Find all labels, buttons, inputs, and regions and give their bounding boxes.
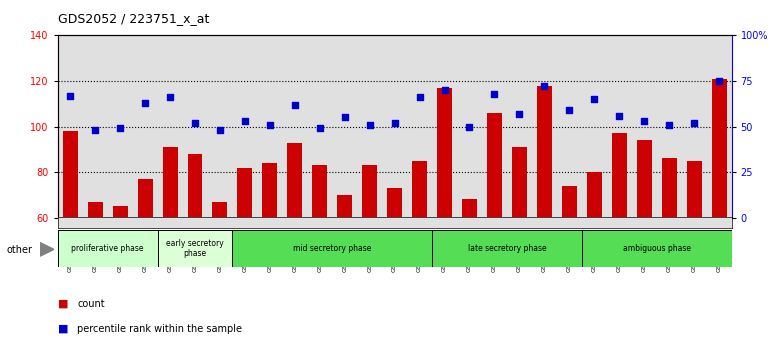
Point: [114, 126, 126, 131]
Bar: [711, 79, 727, 354]
Bar: [233, 230, 432, 267]
Point: [538, 84, 551, 89]
Bar: [263, 163, 277, 354]
Bar: [432, 230, 582, 267]
Bar: [687, 161, 701, 354]
Point: [638, 118, 651, 124]
Point: [713, 78, 725, 84]
Point: [514, 111, 526, 116]
Text: mid secretory phase: mid secretory phase: [293, 244, 371, 253]
Point: [139, 100, 151, 106]
Bar: [512, 147, 527, 354]
Point: [563, 107, 575, 113]
Point: [588, 96, 601, 102]
Bar: [58, 230, 158, 267]
Point: [688, 120, 700, 126]
Text: other: other: [6, 245, 32, 255]
Bar: [587, 172, 601, 354]
Bar: [138, 179, 152, 354]
Bar: [462, 199, 477, 354]
Text: late secretory phase: late secretory phase: [467, 244, 546, 253]
Point: [488, 91, 500, 97]
Point: [339, 115, 351, 120]
Text: proliferative phase: proliferative phase: [72, 244, 144, 253]
Bar: [582, 230, 732, 267]
Point: [613, 113, 625, 119]
Bar: [661, 159, 677, 354]
Bar: [487, 113, 502, 354]
Polygon shape: [40, 242, 54, 256]
Point: [189, 120, 201, 126]
Text: GDS2052 / 223751_x_at: GDS2052 / 223751_x_at: [58, 12, 209, 25]
Bar: [88, 202, 102, 354]
Point: [289, 102, 301, 108]
Bar: [162, 147, 178, 354]
Text: early secretory
phase: early secretory phase: [166, 239, 224, 258]
Point: [464, 124, 476, 130]
Bar: [437, 88, 452, 354]
Point: [413, 95, 426, 100]
Text: ■: ■: [58, 324, 69, 334]
Bar: [313, 165, 327, 354]
Point: [388, 120, 400, 126]
Text: count: count: [77, 299, 105, 309]
Point: [363, 122, 376, 127]
Bar: [158, 230, 233, 267]
Point: [89, 127, 102, 133]
Bar: [387, 188, 402, 354]
Bar: [412, 161, 427, 354]
Bar: [112, 206, 128, 354]
Bar: [62, 131, 78, 354]
Bar: [237, 167, 253, 354]
Point: [239, 118, 251, 124]
Point: [64, 93, 76, 98]
Text: ambiguous phase: ambiguous phase: [623, 244, 691, 253]
Bar: [537, 86, 552, 354]
Bar: [188, 154, 203, 354]
Text: percentile rank within the sample: percentile rank within the sample: [77, 324, 242, 334]
Point: [214, 127, 226, 133]
Point: [164, 95, 176, 100]
Bar: [637, 140, 651, 354]
Point: [263, 122, 276, 127]
Bar: [287, 143, 303, 354]
Bar: [337, 195, 352, 354]
Bar: [362, 165, 377, 354]
Point: [438, 87, 450, 93]
Bar: [611, 133, 627, 354]
Point: [663, 122, 675, 127]
Bar: [213, 202, 227, 354]
Bar: [562, 186, 577, 354]
Text: ■: ■: [58, 299, 69, 309]
Point: [313, 126, 326, 131]
